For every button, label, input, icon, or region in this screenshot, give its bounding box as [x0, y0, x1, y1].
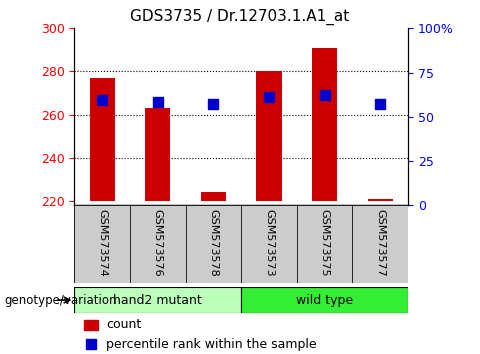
Bar [256, 72, 281, 201]
Text: hand2 mutant: hand2 mutant [113, 293, 202, 307]
Point [265, 95, 273, 100]
Point [87, 341, 95, 347]
FancyBboxPatch shape [74, 205, 408, 283]
Text: GSM573576: GSM573576 [153, 209, 163, 277]
Text: GSM573575: GSM573575 [320, 209, 330, 277]
FancyBboxPatch shape [130, 205, 186, 283]
Point [98, 97, 106, 102]
Text: GSM573574: GSM573574 [97, 209, 107, 277]
Text: GSM573573: GSM573573 [264, 209, 274, 277]
FancyBboxPatch shape [74, 287, 241, 313]
FancyBboxPatch shape [352, 205, 408, 283]
Point [321, 92, 328, 98]
FancyBboxPatch shape [74, 205, 130, 283]
Bar [84, 320, 98, 330]
Text: percentile rank within the sample: percentile rank within the sample [106, 338, 317, 350]
Bar [368, 199, 393, 201]
FancyBboxPatch shape [297, 205, 352, 283]
Text: wild type: wild type [296, 293, 353, 307]
Text: GDS3735 / Dr.12703.1.A1_at: GDS3735 / Dr.12703.1.A1_at [131, 9, 349, 25]
FancyBboxPatch shape [241, 287, 408, 313]
Bar [201, 192, 226, 201]
Text: GSM573578: GSM573578 [208, 209, 218, 277]
Bar [90, 78, 115, 201]
Bar [312, 48, 337, 201]
Bar [145, 108, 170, 201]
Text: count: count [106, 318, 141, 331]
Point [210, 101, 217, 107]
Point [154, 99, 162, 104]
Point [376, 101, 384, 107]
Text: GSM573577: GSM573577 [375, 209, 385, 277]
Text: genotype/variation: genotype/variation [5, 293, 117, 307]
FancyBboxPatch shape [186, 205, 241, 283]
FancyBboxPatch shape [241, 205, 297, 283]
